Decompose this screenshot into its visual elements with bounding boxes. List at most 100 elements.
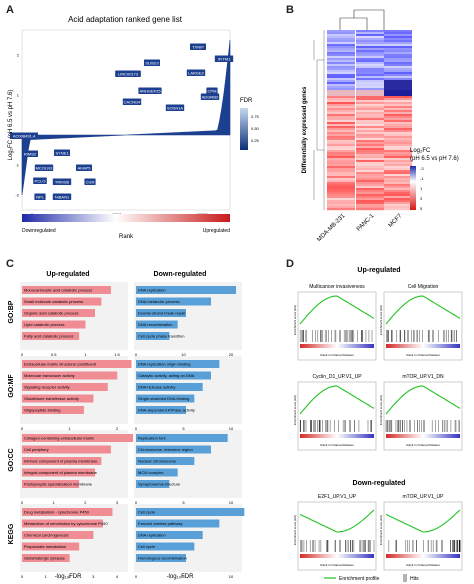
enrichment-term: Cell periphery: [24, 447, 49, 452]
gsea-xlabel: Rank in Ordered Dataset: [320, 443, 353, 447]
enrichment-term: Integral component of plasma membrane: [24, 470, 98, 475]
enrichment-profile: [299, 295, 375, 325]
enrichment-group: GO:CC Collagen-containing extracellular m…: [8, 430, 242, 505]
heatmap-cell: [384, 138, 412, 141]
heatmap-cell: [384, 86, 412, 89]
heatmap-cell: [384, 108, 412, 111]
heatmap-cell: [384, 100, 412, 103]
gene-label: TRIM36: [52, 178, 72, 185]
heatmap-cell: [327, 130, 355, 133]
gene-label: AC008491.4: [10, 132, 38, 139]
heatmap-cell: [327, 128, 355, 131]
panel-a-ylabel: Log₂FC (pH 6.5 vs pH 7.6): [8, 90, 14, 161]
c-xtick: 0: [21, 352, 24, 357]
heatmap-cell: [327, 184, 355, 187]
heatmap-cell: [356, 136, 384, 139]
svg-text:TRIM36: TRIM36: [55, 180, 70, 185]
heatmap-cell: [356, 150, 384, 153]
heatmap-cell: [384, 160, 412, 163]
heatmap-cell: [356, 54, 384, 57]
c-xtick: 1: [68, 426, 71, 431]
c-xtick: 0: [135, 574, 138, 579]
heatmap-cell: [356, 76, 384, 79]
heatmap-cell: [327, 144, 355, 147]
enrichment-bar: [136, 360, 220, 368]
enrichment-term: Monocarboxylic acid catabolic process: [24, 288, 92, 293]
heatmap-cell: [384, 182, 412, 185]
enrichment-profile: [299, 385, 375, 415]
c-xtick: 0.5: [51, 352, 57, 357]
enrichment-bar: [136, 320, 178, 329]
gsea-plot: mTOR_UP.V1_DN Rank in Ordered Dataset Enri…: [379, 374, 463, 451]
heatmap-cell: [384, 116, 412, 119]
heatmap-cell: [356, 184, 384, 187]
gsea-plot: mTOR_UP.V1_UP Rank in Ordered Dataset Enri…: [379, 494, 463, 571]
heatmap-cell: [327, 124, 355, 127]
heatmap-cell: [384, 132, 412, 135]
rank-bar: [300, 554, 374, 558]
heatmap-cell: [384, 134, 412, 137]
heatmap-cell: [327, 84, 355, 87]
enrichment-group: KEGG Drug metabolism - cytochrome P450 Met…: [8, 504, 245, 579]
enrichment-bar: [22, 320, 86, 329]
d-down-title: Down-regulated: [353, 480, 406, 487]
lfc-tick: 1: [420, 186, 423, 191]
heatmap-cell: [327, 64, 355, 67]
enrichment-bar: [136, 445, 211, 454]
heatmap-cell: [384, 106, 412, 109]
rank-upregulated: Upregulated: [203, 228, 230, 234]
enrichment-term: Chromosome, telomeric region: [138, 447, 193, 452]
heatmap-cell: [327, 120, 355, 123]
heatmap-cell: [327, 196, 355, 199]
gsea-title: Multicancer invasiveness: [309, 284, 365, 290]
heatmap-cell: [356, 170, 384, 173]
heatmap-cell: [384, 190, 412, 193]
svg-text:NPL: NPL: [36, 195, 45, 200]
heatmap-cell: [384, 136, 412, 139]
heatmap-cell: [356, 100, 384, 103]
heatmap-cell: [384, 142, 412, 145]
heatmap-cell: [356, 112, 384, 115]
heatmap-cell: [327, 154, 355, 157]
heatmap-cell: [356, 116, 384, 119]
enrichment-bar: [22, 434, 134, 442]
enrichment-term: Small molecule catabolic process: [24, 299, 83, 304]
heatmap-cell: [384, 130, 412, 133]
column-dendrogram: [339, 9, 385, 30]
panel-c-label: C: [6, 258, 14, 270]
heatmap-cell: [356, 182, 384, 185]
heatmap-cell: [384, 114, 412, 117]
heatmap-cell: [384, 170, 412, 173]
heatmap-cell: [327, 178, 355, 181]
gsea-ylabel: Enrichment score (ES): [379, 305, 383, 335]
heatmap-cell: [356, 38, 384, 41]
heatmap-cell: [384, 88, 412, 91]
enrichment-bar: [136, 531, 203, 539]
heatmap-cell: [384, 68, 412, 71]
heatmap-cell: [327, 150, 355, 153]
svg-text:ADGRB2: ADGRB2: [202, 95, 219, 100]
heatmap-cell: [356, 156, 384, 159]
enrichment-term: Glutathione transferase activity: [24, 396, 79, 401]
enrichment-bar: [22, 480, 80, 488]
c-xtick: 10: [181, 352, 186, 357]
enrichment-bar: [22, 531, 94, 539]
heatmap-cell: [327, 132, 355, 135]
heatmap-cell: [384, 30, 412, 33]
heatmap-cell: [327, 108, 355, 111]
fdr-label: FDR: [240, 98, 253, 104]
heatmap-cell: [327, 90, 355, 93]
heatmap-cell: [327, 110, 355, 113]
rank-colorbar: [22, 214, 230, 222]
heatmap-legend-title: Log₂FC: [410, 148, 431, 154]
heatmap-cell: [327, 116, 355, 119]
enrichment-bar: [136, 394, 195, 403]
gsea-title: mTOR_UP.V1_UP: [403, 494, 445, 500]
enrichment-bar: [22, 332, 80, 340]
enrichment-bar: [22, 468, 96, 477]
enrichment-bar: [22, 508, 113, 516]
heatmap-cell: [327, 162, 355, 165]
heatmap-cell: [384, 98, 412, 101]
heatmap-cell: [356, 42, 384, 45]
gene-label: NPL: [34, 193, 46, 200]
